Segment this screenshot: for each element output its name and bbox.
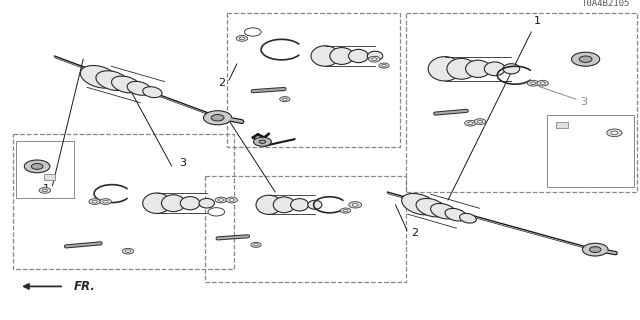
Ellipse shape bbox=[111, 76, 140, 93]
Ellipse shape bbox=[143, 87, 162, 98]
Bar bbox=[406, 13, 637, 192]
Circle shape bbox=[465, 120, 476, 126]
Circle shape bbox=[24, 160, 50, 173]
Ellipse shape bbox=[308, 200, 322, 209]
Ellipse shape bbox=[484, 62, 505, 76]
Circle shape bbox=[589, 247, 601, 252]
Text: 2: 2 bbox=[411, 228, 419, 238]
Circle shape bbox=[259, 140, 266, 143]
Circle shape bbox=[611, 131, 618, 134]
Ellipse shape bbox=[273, 197, 295, 213]
Ellipse shape bbox=[466, 60, 491, 77]
Circle shape bbox=[579, 56, 592, 62]
Circle shape bbox=[103, 200, 108, 203]
Text: 1: 1 bbox=[44, 184, 50, 194]
Bar bbox=[13, 134, 234, 269]
Circle shape bbox=[226, 197, 237, 203]
Text: 2: 2 bbox=[218, 77, 226, 88]
Circle shape bbox=[531, 82, 536, 84]
Ellipse shape bbox=[256, 195, 282, 214]
Circle shape bbox=[92, 200, 97, 203]
Circle shape bbox=[381, 64, 387, 67]
Ellipse shape bbox=[127, 81, 151, 95]
Ellipse shape bbox=[447, 59, 476, 79]
Circle shape bbox=[282, 98, 287, 100]
Circle shape bbox=[31, 164, 43, 169]
Circle shape bbox=[343, 209, 348, 212]
Circle shape bbox=[379, 63, 389, 68]
Ellipse shape bbox=[431, 204, 456, 219]
Ellipse shape bbox=[96, 71, 129, 91]
Circle shape bbox=[582, 243, 608, 256]
Bar bbox=[205, 176, 406, 282]
Ellipse shape bbox=[199, 198, 214, 208]
Circle shape bbox=[122, 248, 134, 254]
Ellipse shape bbox=[445, 208, 467, 221]
Bar bbox=[44, 174, 55, 180]
Circle shape bbox=[125, 250, 131, 252]
Ellipse shape bbox=[460, 213, 476, 223]
Circle shape bbox=[372, 58, 377, 60]
Bar bbox=[227, 13, 400, 147]
Text: 3: 3 bbox=[179, 157, 186, 168]
Circle shape bbox=[218, 199, 223, 201]
Circle shape bbox=[42, 189, 47, 192]
Circle shape bbox=[349, 202, 362, 208]
Bar bbox=[556, 122, 568, 128]
Circle shape bbox=[474, 119, 486, 124]
Circle shape bbox=[253, 244, 259, 246]
Circle shape bbox=[211, 115, 224, 121]
Ellipse shape bbox=[161, 195, 186, 212]
Circle shape bbox=[239, 37, 244, 40]
Circle shape bbox=[229, 199, 234, 201]
Ellipse shape bbox=[143, 193, 171, 213]
Ellipse shape bbox=[311, 46, 339, 66]
Circle shape bbox=[236, 36, 248, 41]
Text: 3: 3 bbox=[580, 97, 587, 107]
Circle shape bbox=[468, 122, 473, 124]
Circle shape bbox=[477, 120, 483, 123]
Circle shape bbox=[527, 80, 539, 86]
Bar bbox=[16, 141, 74, 198]
Circle shape bbox=[215, 197, 227, 203]
Ellipse shape bbox=[291, 199, 308, 211]
Ellipse shape bbox=[330, 48, 354, 64]
Ellipse shape bbox=[428, 57, 461, 81]
Ellipse shape bbox=[503, 64, 520, 74]
Circle shape bbox=[537, 80, 548, 86]
Ellipse shape bbox=[349, 49, 368, 63]
Text: T0A4B2105: T0A4B2105 bbox=[582, 0, 630, 8]
Circle shape bbox=[39, 188, 51, 193]
Circle shape bbox=[251, 242, 261, 247]
Text: FR.: FR. bbox=[74, 280, 95, 293]
Ellipse shape bbox=[367, 51, 383, 61]
Circle shape bbox=[253, 137, 271, 146]
Circle shape bbox=[607, 129, 622, 137]
Circle shape bbox=[369, 56, 380, 62]
Circle shape bbox=[100, 199, 111, 204]
Circle shape bbox=[572, 52, 600, 66]
Text: 1: 1 bbox=[534, 16, 541, 26]
Ellipse shape bbox=[416, 198, 447, 217]
Circle shape bbox=[353, 204, 358, 206]
Circle shape bbox=[204, 111, 232, 125]
Ellipse shape bbox=[180, 196, 200, 210]
Ellipse shape bbox=[402, 194, 436, 215]
Circle shape bbox=[280, 97, 290, 102]
Circle shape bbox=[89, 199, 100, 204]
Ellipse shape bbox=[81, 66, 118, 88]
Circle shape bbox=[540, 82, 545, 84]
Circle shape bbox=[340, 208, 351, 213]
Bar bbox=[547, 115, 634, 187]
